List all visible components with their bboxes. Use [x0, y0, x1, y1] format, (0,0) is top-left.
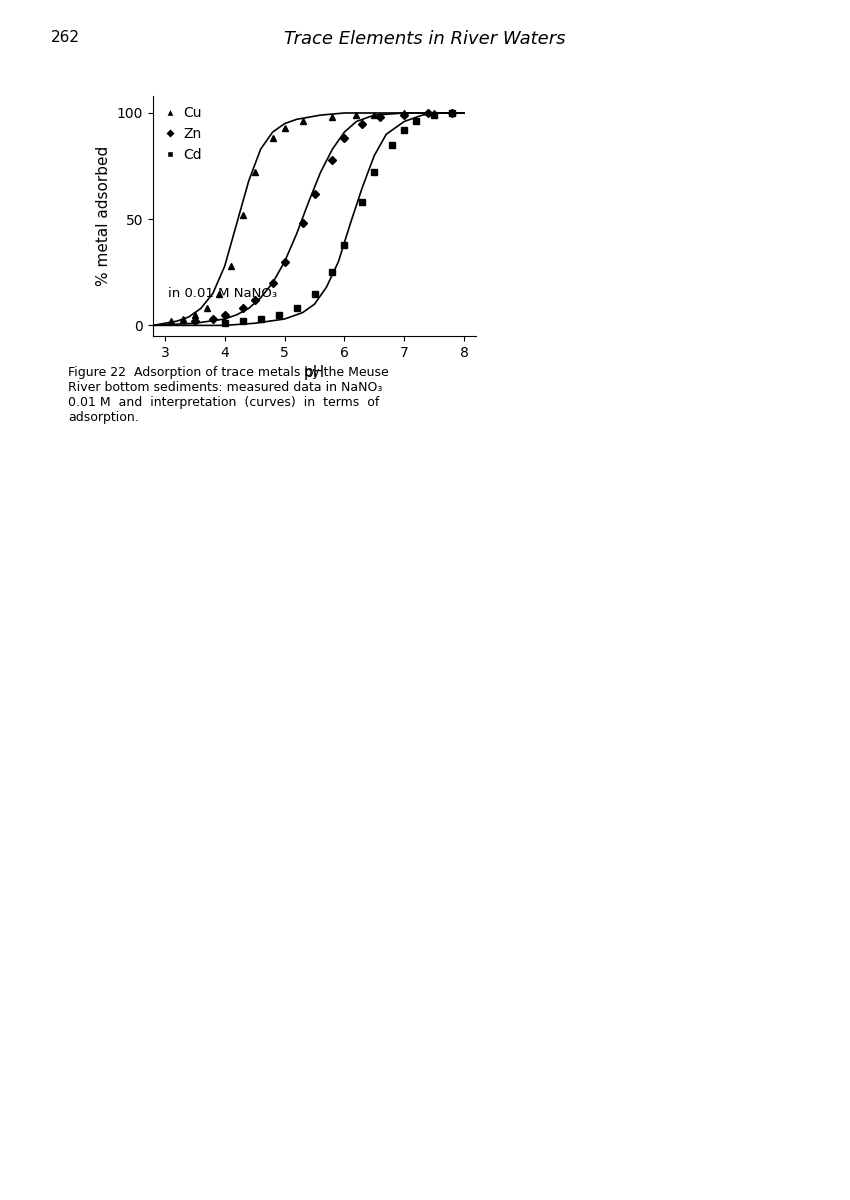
- Cd: [292, 301, 302, 316]
- Cu: [268, 131, 278, 145]
- Cd: [339, 238, 349, 252]
- Cu: [280, 121, 290, 136]
- Cd: [387, 138, 397, 152]
- Zn: [400, 108, 410, 122]
- Zn: [268, 276, 278, 290]
- Zn: [250, 293, 260, 307]
- Cu: [190, 307, 200, 322]
- Cu: [369, 108, 379, 122]
- Cu: [201, 301, 212, 316]
- Cd: [357, 194, 367, 209]
- Zn: [219, 307, 230, 322]
- Zn: [207, 312, 218, 326]
- Cu: [429, 106, 439, 120]
- Line: Cu: Cu: [167, 109, 438, 325]
- Text: 262: 262: [51, 30, 80, 44]
- Text: Figure 22  Adsorption of trace metals by the Meuse
River bottom sediments: measu: Figure 22 Adsorption of trace metals by …: [68, 366, 388, 424]
- Cu: [213, 287, 224, 301]
- Cd: [429, 108, 439, 122]
- X-axis label: pH: pH: [304, 365, 325, 380]
- Zn: [447, 106, 457, 120]
- Cu: [225, 259, 235, 274]
- Text: Trace Elements in River Waters: Trace Elements in River Waters: [284, 30, 566, 48]
- Zn: [280, 254, 290, 269]
- Cd: [327, 265, 337, 280]
- Cd: [256, 312, 266, 326]
- Zn: [238, 301, 248, 316]
- Cu: [400, 106, 410, 120]
- Zn: [309, 186, 320, 200]
- Zn: [339, 131, 349, 145]
- Cu: [238, 208, 248, 222]
- Cd: [447, 106, 457, 120]
- Cd: [400, 122, 410, 137]
- Cu: [250, 166, 260, 180]
- Cd: [369, 166, 379, 180]
- Cd: [219, 316, 230, 330]
- Line: Cd: Cd: [222, 110, 455, 326]
- Cd: [238, 314, 248, 329]
- Cu: [298, 114, 308, 128]
- Cd: [411, 114, 422, 128]
- Cd: [274, 307, 284, 322]
- Zn: [423, 106, 434, 120]
- Legend: Cu, Zn, Cd: Cu, Zn, Cd: [157, 100, 207, 167]
- Cu: [327, 110, 337, 125]
- Zn: [190, 314, 200, 329]
- Line: Zn: Zn: [192, 110, 455, 324]
- Zn: [298, 216, 308, 230]
- Text: in 0.01 M NaNO₃: in 0.01 M NaNO₃: [168, 287, 277, 300]
- Zn: [327, 152, 337, 167]
- Cd: [309, 287, 320, 301]
- Y-axis label: % metal adsorbed: % metal adsorbed: [96, 146, 111, 286]
- Zn: [375, 110, 385, 125]
- Cu: [166, 314, 176, 329]
- Cu: [178, 312, 188, 326]
- Cu: [351, 108, 361, 122]
- Zn: [357, 116, 367, 131]
